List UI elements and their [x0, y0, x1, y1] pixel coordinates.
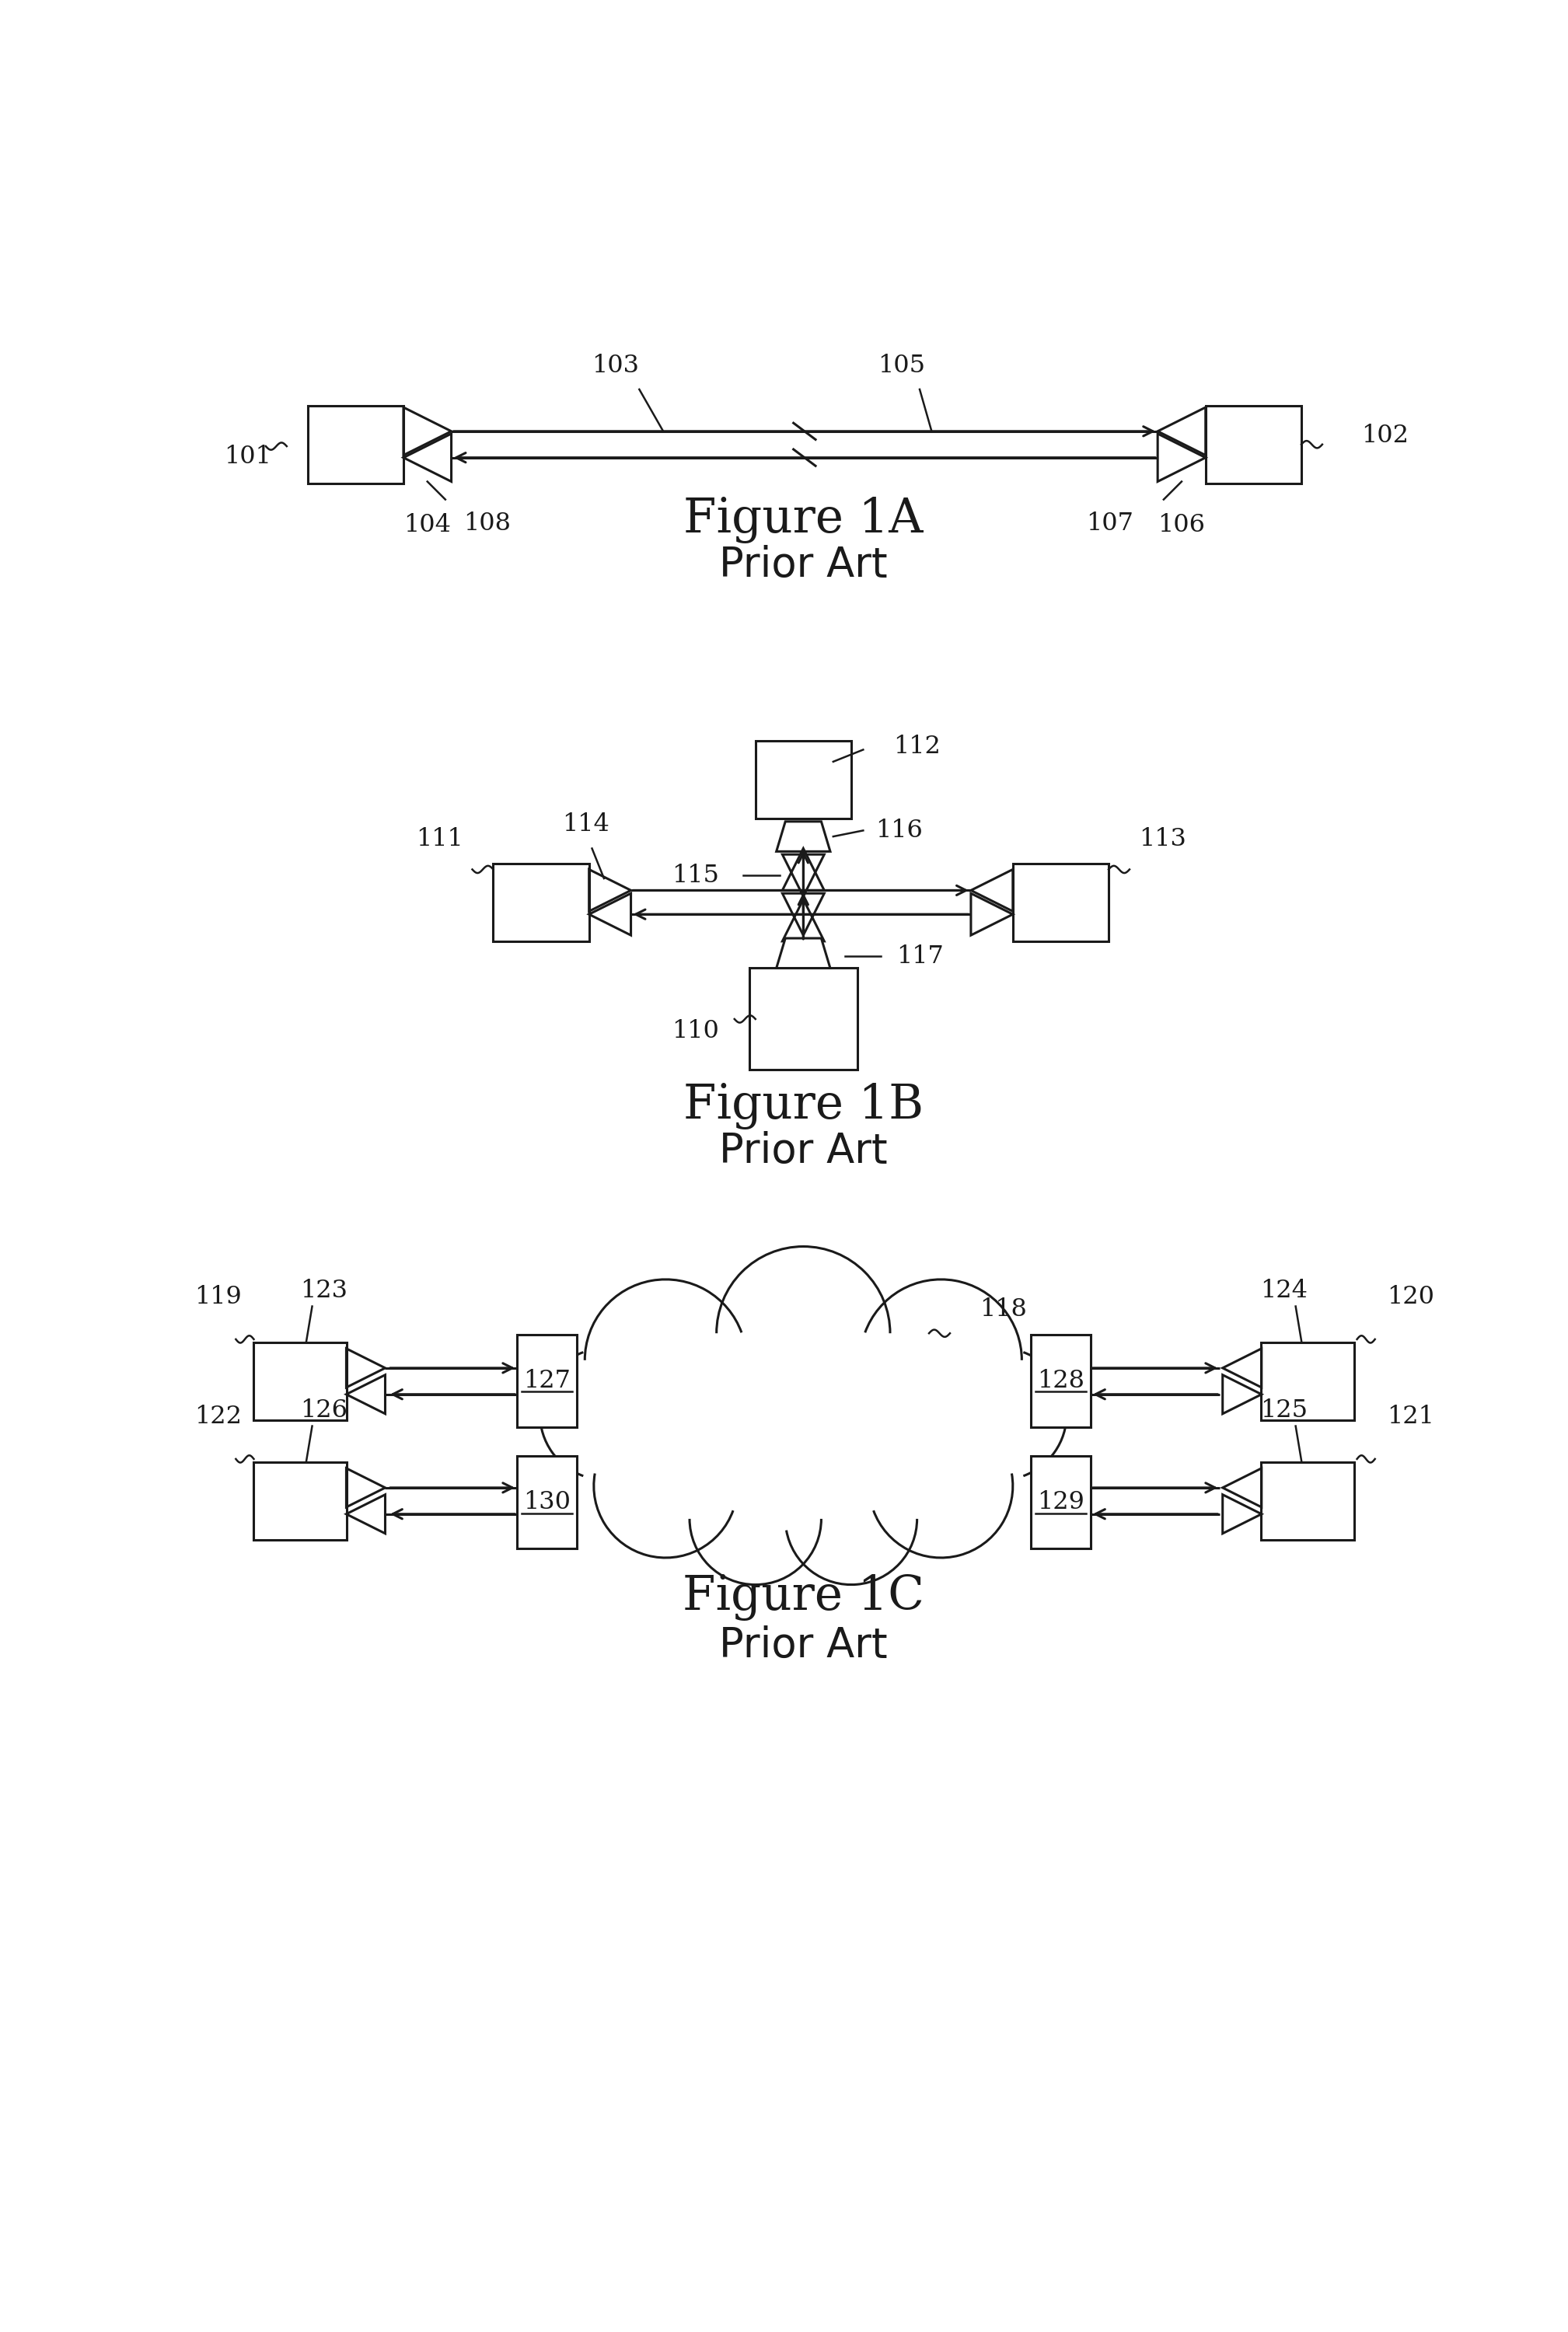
Text: 126: 126	[301, 1399, 348, 1423]
Text: 125: 125	[1261, 1399, 1308, 1423]
Text: 127: 127	[524, 1369, 571, 1392]
Text: 123: 123	[301, 1278, 348, 1304]
Text: 108: 108	[463, 511, 511, 536]
Ellipse shape	[569, 1297, 1036, 1555]
Text: 121: 121	[1388, 1404, 1435, 1430]
Text: 117: 117	[895, 944, 944, 968]
Text: 102: 102	[1361, 424, 1408, 448]
Text: 129: 129	[1036, 1490, 1085, 1513]
Bar	[1030, 1334, 1091, 1427]
Polygon shape	[776, 821, 829, 851]
Text: 101: 101	[224, 445, 271, 469]
Text: 111: 111	[416, 828, 463, 851]
Text: 106: 106	[1157, 513, 1206, 536]
Text: Figure 1A: Figure 1A	[684, 497, 924, 543]
Bar	[254, 1343, 347, 1420]
Bar	[517, 1455, 577, 1548]
Bar	[254, 1462, 347, 1539]
Bar	[1013, 863, 1109, 942]
Text: Figure 1C: Figure 1C	[682, 1574, 924, 1621]
Text: Prior Art: Prior Art	[720, 1625, 887, 1665]
Text: 107: 107	[1087, 511, 1134, 536]
Text: 116: 116	[875, 819, 922, 842]
Text: Prior Art: Prior Art	[720, 1131, 887, 1171]
Text: 104: 104	[403, 513, 452, 536]
Text: 119: 119	[194, 1285, 241, 1308]
Bar	[517, 1334, 577, 1427]
Text: 122: 122	[194, 1404, 241, 1430]
Text: 130: 130	[524, 1490, 571, 1513]
Text: 105: 105	[878, 354, 925, 378]
Bar	[1261, 1462, 1355, 1539]
Bar	[307, 406, 403, 483]
Bar	[1261, 1343, 1355, 1420]
Bar	[750, 968, 858, 1070]
Text: Prior Art: Prior Art	[720, 546, 887, 585]
Text: 110: 110	[673, 1019, 720, 1042]
Bar	[756, 742, 851, 819]
Text: 118: 118	[980, 1297, 1027, 1322]
Text: 120: 120	[1388, 1285, 1435, 1308]
Text: 103: 103	[591, 354, 640, 378]
Text: Figure 1B: Figure 1B	[684, 1082, 924, 1129]
Bar	[1030, 1455, 1091, 1548]
Text: 112: 112	[894, 735, 941, 758]
Bar	[1206, 406, 1301, 483]
Text: 115: 115	[673, 863, 720, 888]
Bar	[494, 863, 590, 942]
Text: 113: 113	[1138, 828, 1185, 851]
Text: 124: 124	[1261, 1278, 1308, 1304]
Text: 114: 114	[563, 812, 610, 837]
Text: 128: 128	[1036, 1369, 1085, 1392]
Polygon shape	[776, 937, 829, 968]
